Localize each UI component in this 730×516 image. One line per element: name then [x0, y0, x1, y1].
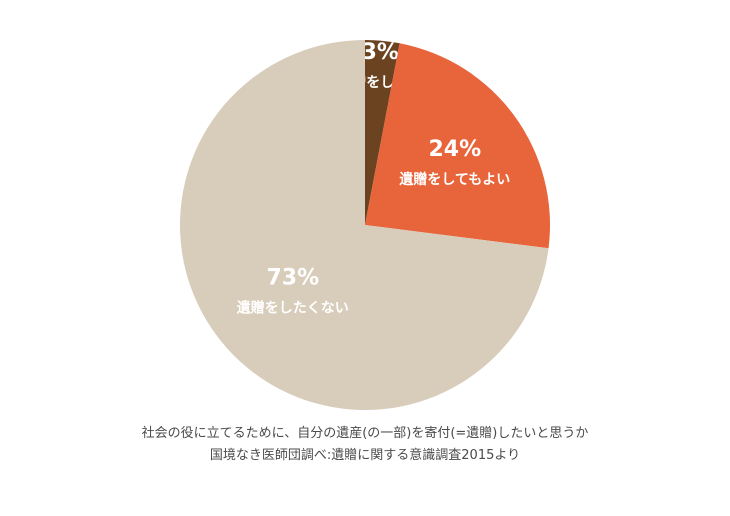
- pie-slice-3-label: 遺贈をしたくない: [237, 300, 349, 317]
- pie-slice-3: [179, 40, 549, 411]
- pie-slice-2-label: 遺贈をしてもよい: [399, 171, 510, 188]
- chart-caption-question: 社会の役に立てるために、自分の遺産(の一部)を寄付(=遺贈)したいと思うか: [141, 426, 589, 441]
- chart-caption-source: 国境なき医師団調べ:遺贈に関する意識調査2015より: [209, 448, 521, 463]
- pie-slice-3-percent: 73%: [266, 266, 319, 291]
- pie-slice-1-percent: 3%: [362, 40, 399, 65]
- pie-slice-1: [365, 40, 400, 225]
- pie-slice-2: [365, 43, 550, 249]
- pie-slice-2-percent: 24%: [428, 137, 481, 162]
